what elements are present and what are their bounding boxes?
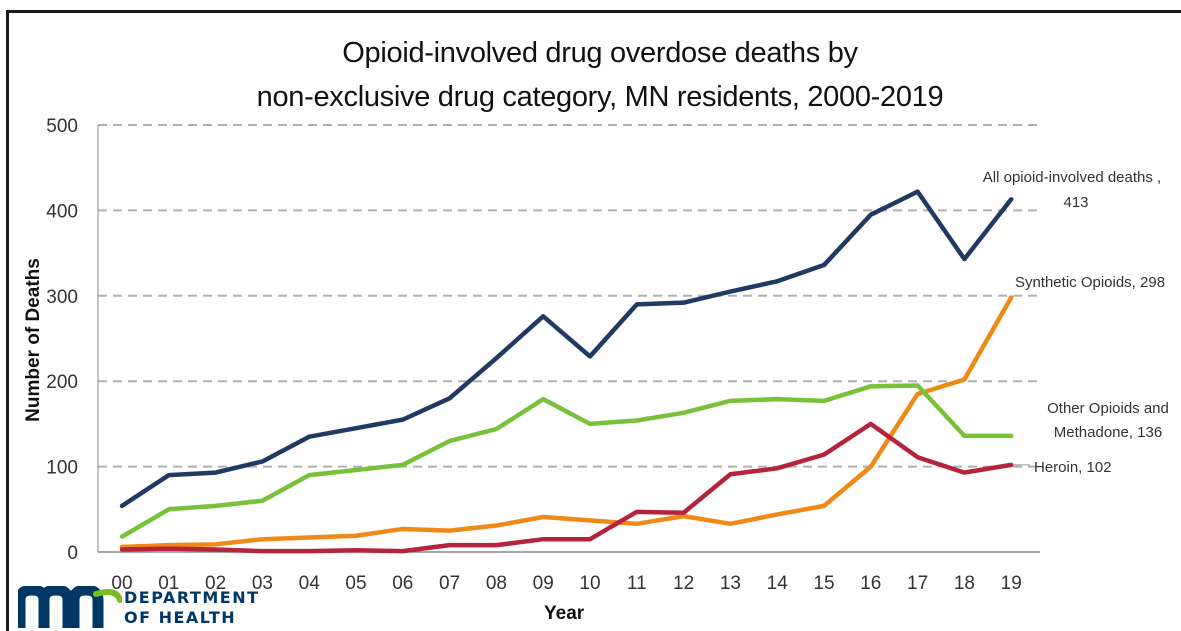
series-line-heroin: [119, 421, 1014, 554]
series-label-all-opioid-involved-deaths-2: 413: [1063, 194, 1088, 211]
y-tick-label-100: 100: [46, 458, 78, 479]
department-of-health-wordmark: DEPARTMENT OF HEALTH: [124, 588, 260, 628]
x-tick-label-15: 15: [813, 573, 834, 594]
x-tick-label-02: 02: [205, 573, 226, 594]
x-tick-label-08: 08: [486, 573, 507, 594]
series-line-all-opioid-involved-deaths: [119, 189, 1014, 509]
x-tick-label-16: 16: [860, 573, 881, 594]
mn-logo-icon: [18, 586, 122, 628]
x-tick-label-18: 18: [954, 573, 975, 594]
x-tick-label-00: 00: [111, 573, 132, 594]
series-label-other-opioids-and-methadone-1: Other Opioids and: [1047, 400, 1169, 417]
x-tick-label-17: 17: [907, 573, 928, 594]
x-tick-label-04: 04: [299, 573, 321, 594]
x-tick-label-07: 07: [439, 573, 460, 594]
x-axis-title: Year: [544, 603, 585, 624]
y-tick-label-0: 0: [67, 543, 78, 564]
x-tick-label-19: 19: [1001, 573, 1022, 594]
y-tick-label-500: 500: [46, 116, 78, 137]
series-label-synthetic-opioids-1: Synthetic Opioids, 298: [1015, 274, 1165, 291]
series-label-other-opioids-and-methadone-2: Methadone, 136: [1054, 424, 1162, 441]
series-label-all-opioid-involved-deaths-1: All opioid-involved deaths ,: [983, 169, 1161, 186]
chart-frame: [6, 10, 1181, 631]
x-tick-label-10: 10: [579, 573, 600, 594]
x-tick-label-11: 11: [627, 573, 647, 594]
series-line-other-opioids-and-methadone: [119, 383, 1014, 539]
wordmark-line-1: DEPARTMENT: [124, 588, 260, 607]
x-tick-label-06: 06: [392, 573, 413, 594]
series-label-heroin-1: Heroin, 102: [1034, 459, 1112, 476]
x-tick-label-14: 14: [767, 573, 789, 594]
x-tick-label-01: 01: [158, 573, 179, 594]
x-tick-label-03: 03: [252, 573, 273, 594]
y-tick-label-300: 300: [46, 287, 78, 308]
x-tick-label-13: 13: [720, 573, 741, 594]
y-tick-label-400: 400: [46, 201, 78, 222]
x-tick-label-09: 09: [533, 573, 554, 594]
series-line-synthetic-opioids: [119, 295, 1014, 550]
wordmark-line-2: OF HEALTH: [124, 608, 237, 627]
y-axis-title: Number of Deaths: [23, 258, 44, 422]
chart-title-line-1: Opioid-involved drug overdose deaths by: [342, 37, 858, 69]
x-tick-label-05: 05: [345, 573, 366, 594]
y-tick-label-200: 200: [46, 372, 78, 393]
chart-title-line-2: non-exclusive drug category, MN resident…: [256, 81, 944, 113]
x-tick-label-12: 12: [673, 573, 694, 594]
